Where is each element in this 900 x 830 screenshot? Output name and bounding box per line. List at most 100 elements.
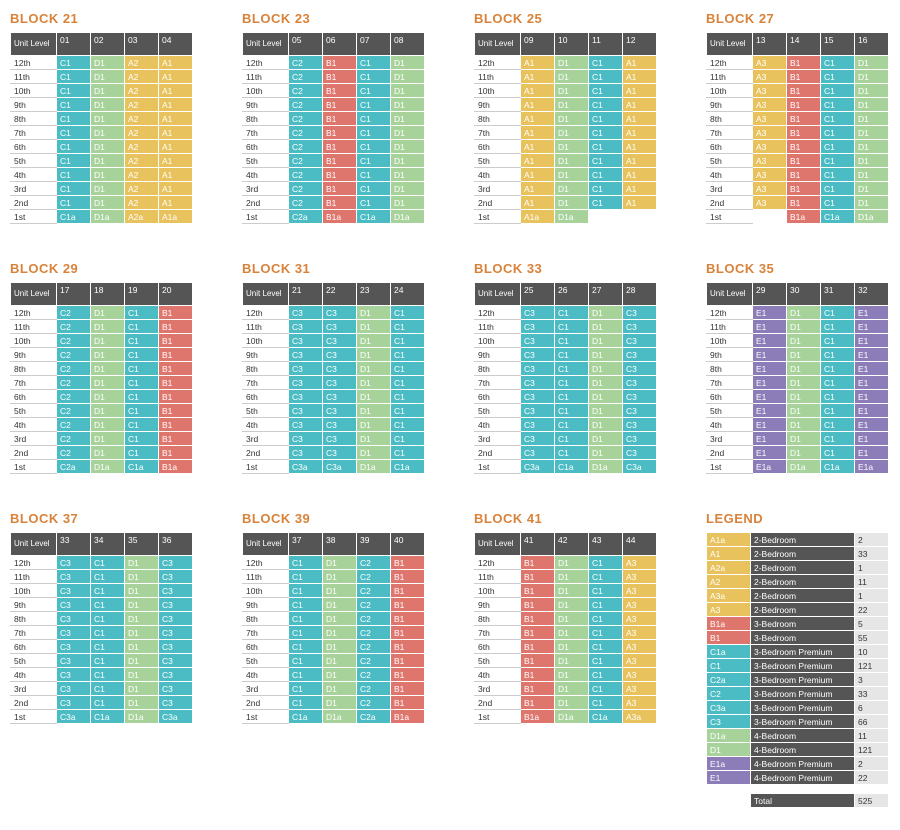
unit-type: B1 xyxy=(158,333,193,348)
header-row: Unit Level 13 14 15 16 xyxy=(706,32,889,56)
unit-type: A1a xyxy=(520,209,555,224)
unit-type: B1a xyxy=(520,709,555,724)
unit-type: C1 xyxy=(588,555,623,570)
unit-table: Unit Level 41 42 43 44 12th B1 D1 C1 A3 11th B1 D1 C1… xyxy=(474,532,657,724)
level-label: 9th xyxy=(10,97,57,112)
level-label: 4th xyxy=(474,167,521,182)
unit-type: C3 xyxy=(56,695,91,710)
level-label: 3rd xyxy=(10,181,57,196)
level-label: 6th xyxy=(474,139,521,154)
legend-type: 4-Bedroom Premium xyxy=(750,756,855,771)
legend-type: 3-Bedroom Premium xyxy=(750,644,855,659)
block-title: BLOCK 41 xyxy=(474,511,543,526)
unit-number: 03 xyxy=(124,32,159,56)
unit-type: B1 xyxy=(786,195,821,210)
legend-count: 22 xyxy=(854,602,889,617)
unit-type: D1 xyxy=(854,195,889,210)
level-label: 2nd xyxy=(706,195,753,210)
block-title: BLOCK 29 xyxy=(10,261,79,276)
level-row: 4th C3 C1 D1 C3 xyxy=(10,667,193,682)
legend-gap xyxy=(706,784,889,794)
unit-type: C1 xyxy=(390,445,425,460)
level-label: 5th xyxy=(10,153,57,168)
level-label: 2nd xyxy=(10,445,57,460)
unit-number: 19 xyxy=(124,282,159,306)
unit-type: C3 xyxy=(520,375,555,390)
level-row: 4th C3 C1 D1 C3 xyxy=(474,417,657,432)
level-label: 3rd xyxy=(242,431,289,446)
unit-type: E1 xyxy=(854,445,889,460)
level-label: 2nd xyxy=(10,195,57,210)
unit-type: B1 xyxy=(390,569,425,584)
unit-type: A2 xyxy=(124,139,159,154)
unit-type: D1 xyxy=(90,347,125,362)
unit-type: C1 xyxy=(554,347,589,362)
header-row: Unit Level 21 22 23 24 xyxy=(242,282,425,306)
unit-type: A3 xyxy=(752,83,787,98)
unit-type: C1a xyxy=(90,709,125,724)
unit-type: A3 xyxy=(752,69,787,84)
unit-type: C1 xyxy=(90,555,125,570)
unit-type: B1 xyxy=(158,389,193,404)
level-row: 5th C2 B1 C1 D1 xyxy=(242,153,425,168)
unit-type: A1 xyxy=(158,97,193,112)
level-row: 5th C3 C1 D1 C3 xyxy=(10,653,193,668)
unit-type: C3a xyxy=(158,709,193,724)
level-label: 1st xyxy=(10,459,57,474)
legend-count: 6 xyxy=(854,700,889,715)
unit-type: B1 xyxy=(520,555,555,570)
unit-type: C3 xyxy=(322,375,357,390)
level-row: 2nd A3 B1 C1 D1 xyxy=(706,195,889,210)
block: BLOCK 35 Unit Level 29 30 31 32 12th E1 D1 C1 E1 11… xyxy=(706,262,890,474)
unit-type: D1 xyxy=(554,667,589,682)
unit-type: B1 xyxy=(786,69,821,84)
legend-type: 3-Bedroom Premium xyxy=(750,658,855,673)
level-label: 1st xyxy=(242,709,289,724)
legend-row: E1a 4-Bedroom Premium 2 xyxy=(706,756,889,771)
unit-type: C1 xyxy=(356,167,391,182)
unit-type: A3 xyxy=(622,653,657,668)
unit-type: D1 xyxy=(322,625,357,640)
level-label: 3rd xyxy=(706,181,753,196)
level-row: 6th C3 C3 D1 C1 xyxy=(242,389,425,404)
unit-type: D1 xyxy=(554,125,589,140)
legend-code: B1 xyxy=(706,630,751,645)
unit-type: C1 xyxy=(124,403,159,418)
unit-type: C1 xyxy=(356,111,391,126)
unit-number: 04 xyxy=(158,32,193,56)
unit-type: C3 xyxy=(520,305,555,320)
level-row: 9th C1 D1 A2 A1 xyxy=(10,97,193,112)
unit-type: A3 xyxy=(752,111,787,126)
unit-type: C1a xyxy=(356,209,391,224)
level-label: 6th xyxy=(242,639,289,654)
level-row: 1st C1a D1a A2a A1a xyxy=(10,209,193,224)
level-row: 12th C3 C1 D1 C3 xyxy=(10,555,193,570)
level-row: 5th C1 D1 A2 A1 xyxy=(10,153,193,168)
level-row: 11th C1 D1 A2 A1 xyxy=(10,69,193,84)
level-label: 1st xyxy=(10,209,57,224)
unit-type: B1 xyxy=(786,97,821,112)
unit-number: 02 xyxy=(90,32,125,56)
unit-number: 36 xyxy=(158,532,193,556)
level-label: 8th xyxy=(474,611,521,626)
unit-type: C3 xyxy=(158,681,193,696)
unit-type: D1 xyxy=(554,55,589,70)
unit-type: C2 xyxy=(356,695,391,710)
unit-type: A3 xyxy=(622,569,657,584)
level-label: 11th xyxy=(474,319,521,334)
unit-type: C1 xyxy=(90,653,125,668)
unit-number: 31 xyxy=(820,282,855,306)
unit-type: D1 xyxy=(124,583,159,598)
unit-type: B1 xyxy=(322,139,357,154)
unit-type: B1 xyxy=(390,625,425,640)
level-label: 12th xyxy=(474,555,521,570)
unit-type: C2 xyxy=(288,195,323,210)
legend-code: C1 xyxy=(706,658,751,673)
unit-type: D1 xyxy=(786,347,821,362)
level-label: 6th xyxy=(242,389,289,404)
unit-type: C1a xyxy=(588,709,623,724)
unit-type: C1 xyxy=(820,195,855,210)
block: BLOCK 41 Unit Level 41 42 43 44 12th B1 D1 C1 A3 11… xyxy=(474,512,658,724)
unit-type: D1 xyxy=(124,555,159,570)
